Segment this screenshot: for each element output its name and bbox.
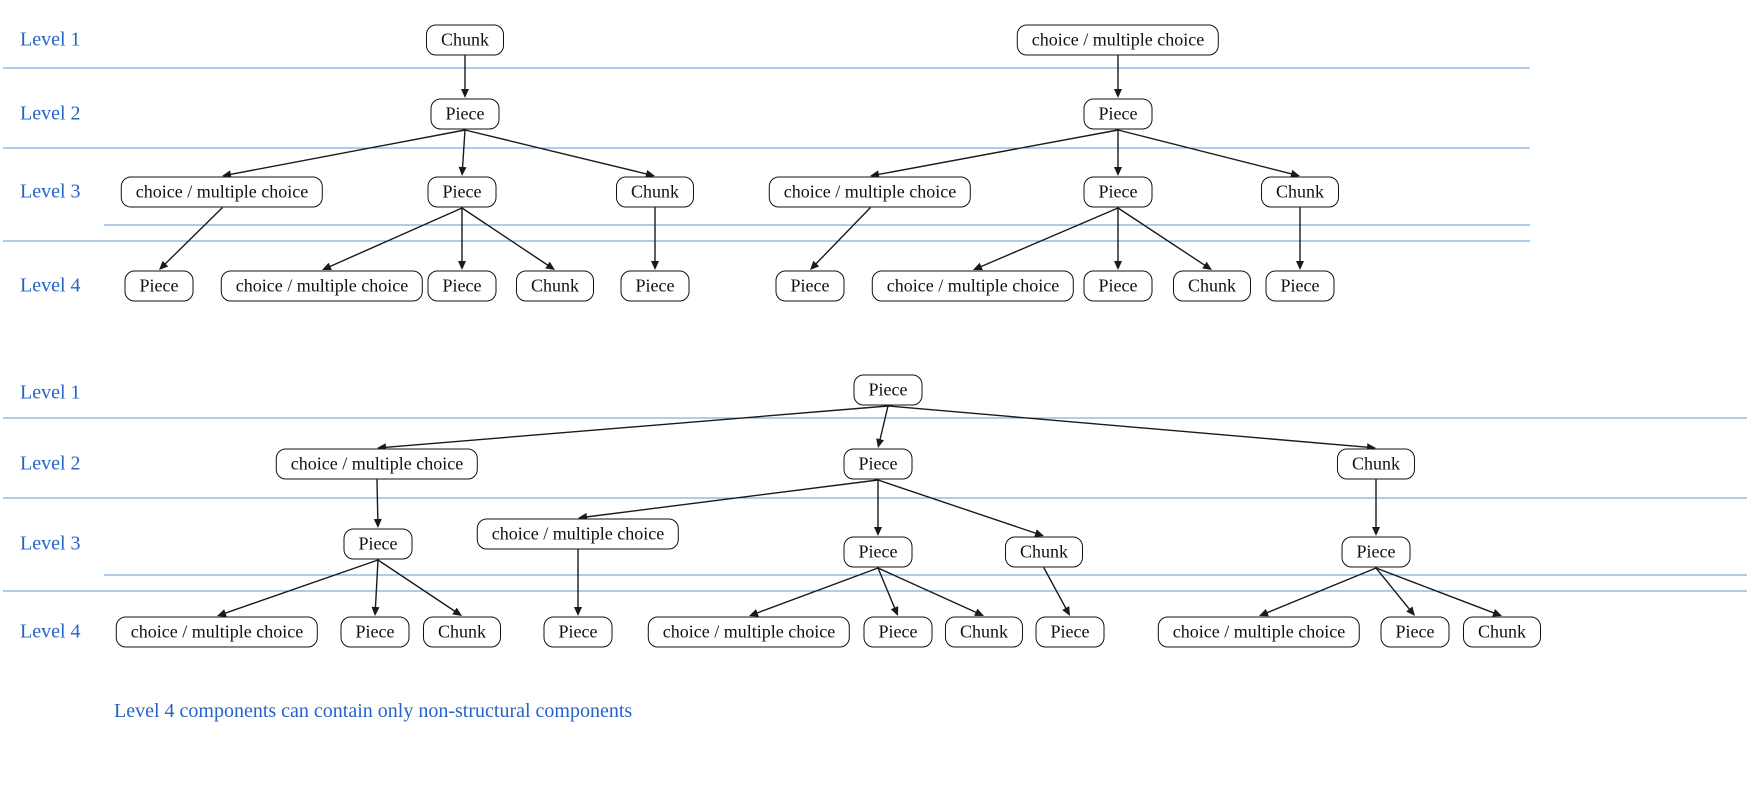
tree-node: Chunk xyxy=(1005,537,1083,568)
level-label: Level 1 xyxy=(20,382,81,405)
tree-node: choice / multiple choice xyxy=(872,271,1074,302)
tree-node: Chunk xyxy=(423,617,501,648)
tree-node: Piece xyxy=(341,617,410,648)
tree-node: Piece xyxy=(1084,177,1153,208)
diagram-stage: Level 1 Level 2 Level 3 Level 4 Level 1 Level… xyxy=(0,0,1747,797)
tree-node: Chunk xyxy=(1463,617,1541,648)
level-label: Level 4 xyxy=(20,275,81,298)
tree-node: Piece xyxy=(125,271,194,302)
tree-node: choice / multiple choice xyxy=(1017,25,1219,56)
tree-node: Piece xyxy=(864,617,933,648)
tree-node: Chunk xyxy=(516,271,594,302)
level-label: Level 3 xyxy=(20,533,81,556)
tree-node: Chunk xyxy=(426,25,504,56)
tree-node: Piece xyxy=(844,537,913,568)
tree-node: choice / multiple choice xyxy=(1158,617,1360,648)
level-label: Level 3 xyxy=(20,181,81,204)
tree-node: Chunk xyxy=(1261,177,1339,208)
tree-node: Piece xyxy=(431,99,500,130)
tree-node: choice / multiple choice xyxy=(648,617,850,648)
tree-node: choice / multiple choice xyxy=(769,177,971,208)
tree-node: Piece xyxy=(1266,271,1335,302)
tree-node: Piece xyxy=(1342,537,1411,568)
tree-node: Chunk xyxy=(945,617,1023,648)
level-label: Level 1 xyxy=(20,29,81,52)
tree-node: Piece xyxy=(621,271,690,302)
tree-node: Piece xyxy=(1036,617,1105,648)
tree-node: Piece xyxy=(776,271,845,302)
tree-node: Piece xyxy=(1084,271,1153,302)
tree-node: Piece xyxy=(428,177,497,208)
level-label: Level 2 xyxy=(20,453,81,476)
tree-node: Piece xyxy=(1084,99,1153,130)
tree-node: Chunk xyxy=(1337,449,1415,480)
tree-node: choice / multiple choice xyxy=(121,177,323,208)
tree-node: Piece xyxy=(344,529,413,560)
tree-node: Piece xyxy=(1381,617,1450,648)
tree-node: choice / multiple choice xyxy=(116,617,318,648)
tree-node: choice / multiple choice xyxy=(221,271,423,302)
tree-node: Piece xyxy=(844,449,913,480)
tree-node: choice / multiple choice xyxy=(477,519,679,550)
level-label: Level 2 xyxy=(20,103,81,126)
tree-node: Piece xyxy=(854,375,923,406)
tree-node: choice / multiple choice xyxy=(276,449,478,480)
tree-node: Chunk xyxy=(616,177,694,208)
level-label: Level 4 xyxy=(20,621,81,644)
tree-node: Chunk xyxy=(1173,271,1251,302)
tree-node: Piece xyxy=(544,617,613,648)
footnote-text: Level 4 components can contain only non-… xyxy=(114,700,632,723)
tree-node: Piece xyxy=(428,271,497,302)
